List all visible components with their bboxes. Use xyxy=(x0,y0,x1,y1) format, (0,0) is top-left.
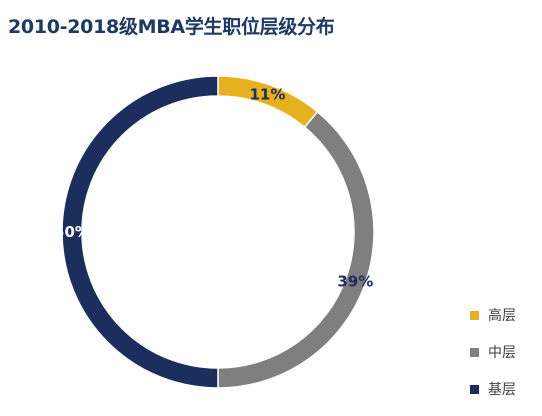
slice-base xyxy=(61,75,219,389)
legend-label-base: 基层 xyxy=(488,382,516,398)
legend-swatch-high xyxy=(470,310,479,320)
slice-middle xyxy=(217,110,375,389)
legend-item-high: 高层 xyxy=(470,305,516,325)
chart-title: 2010-2018级MBA学生职位层级分布 xyxy=(8,16,335,38)
legend-item-middle: 中层 xyxy=(470,342,516,362)
slice-label-middle: 39% xyxy=(337,272,373,290)
legend-swatch-base xyxy=(470,384,479,394)
legend-label-high: 高层 xyxy=(488,308,516,324)
legend-item-base: 基层 xyxy=(470,379,516,399)
legend: 高层 中层 基层 xyxy=(470,305,516,416)
slice-label-high: 11% xyxy=(250,86,286,104)
legend-label-middle: 中层 xyxy=(488,345,516,361)
slice-label-base: 50% xyxy=(54,223,90,241)
legend-swatch-middle xyxy=(470,347,479,357)
